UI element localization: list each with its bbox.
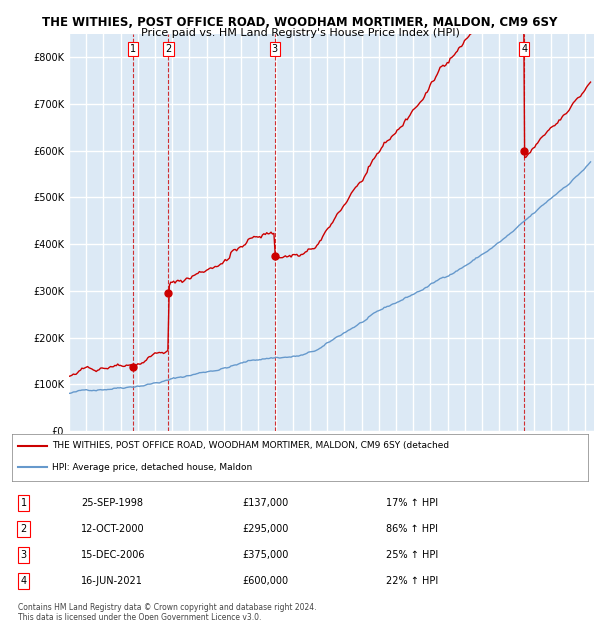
Text: 3: 3 [272,44,278,54]
Text: THE WITHIES, POST OFFICE ROAD, WOODHAM MORTIMER, MALDON, CM9 6SY (detached: THE WITHIES, POST OFFICE ROAD, WOODHAM M… [52,441,449,450]
Text: 17% ↑ HPI: 17% ↑ HPI [386,498,439,508]
Text: 15-DEC-2006: 15-DEC-2006 [81,550,146,560]
Text: THE WITHIES, POST OFFICE ROAD, WOODHAM MORTIMER, MALDON, CM9 6SY: THE WITHIES, POST OFFICE ROAD, WOODHAM M… [43,16,557,29]
Text: 16-JUN-2021: 16-JUN-2021 [81,576,143,587]
Text: 12-OCT-2000: 12-OCT-2000 [81,524,145,534]
Text: 3: 3 [20,550,26,560]
Text: Price paid vs. HM Land Registry's House Price Index (HPI): Price paid vs. HM Land Registry's House … [140,28,460,38]
Text: 25-SEP-1998: 25-SEP-1998 [81,498,143,508]
Text: 25% ↑ HPI: 25% ↑ HPI [386,550,439,560]
Text: 4: 4 [521,44,527,54]
Text: £375,000: £375,000 [242,550,289,560]
Text: £600,000: £600,000 [242,576,289,587]
Text: £295,000: £295,000 [242,524,289,534]
Text: 4: 4 [20,576,26,587]
Text: 86% ↑ HPI: 86% ↑ HPI [386,524,439,534]
Text: 1: 1 [20,498,26,508]
Text: HPI: Average price, detached house, Maldon: HPI: Average price, detached house, Mald… [52,463,253,472]
Text: 2: 2 [166,44,172,54]
Text: 1: 1 [130,44,136,54]
Text: Contains HM Land Registry data © Crown copyright and database right 2024.
This d: Contains HM Land Registry data © Crown c… [18,603,317,620]
Text: £137,000: £137,000 [242,498,289,508]
Text: 2: 2 [20,524,26,534]
Text: 22% ↑ HPI: 22% ↑ HPI [386,576,439,587]
